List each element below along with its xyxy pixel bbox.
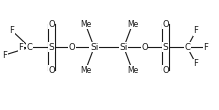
Text: F: F	[2, 50, 7, 60]
Text: S: S	[49, 43, 54, 52]
Text: O: O	[48, 66, 55, 75]
Text: S: S	[162, 43, 168, 52]
Text: F: F	[194, 59, 198, 68]
Text: F: F	[18, 43, 23, 52]
Text: Si: Si	[120, 43, 128, 52]
Text: F: F	[10, 26, 14, 35]
Text: Si: Si	[90, 43, 98, 52]
Text: O: O	[162, 66, 169, 75]
Text: C: C	[184, 43, 190, 52]
Text: Me: Me	[127, 66, 138, 75]
Text: Me: Me	[127, 20, 138, 29]
Text: O: O	[48, 20, 55, 29]
Text: C: C	[27, 43, 32, 52]
Text: O: O	[69, 43, 76, 52]
Text: F: F	[194, 26, 198, 35]
Text: F: F	[203, 43, 208, 52]
Text: Me: Me	[80, 66, 91, 75]
Text: O: O	[162, 20, 169, 29]
Text: O: O	[141, 43, 148, 52]
Text: Me: Me	[80, 20, 91, 29]
